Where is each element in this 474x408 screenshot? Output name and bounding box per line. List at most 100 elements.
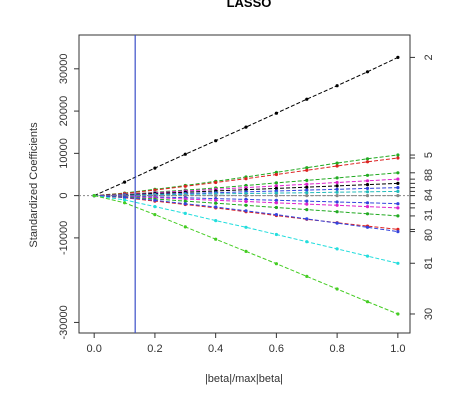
series-point: [335, 164, 339, 168]
right-variable-label: 30: [423, 308, 435, 320]
series-layer: [92, 55, 400, 316]
series-point: [305, 191, 309, 195]
series-point: [92, 194, 96, 198]
series-point: [396, 312, 400, 316]
series-point: [274, 232, 278, 237]
x-tick-label: 0.8: [329, 343, 344, 355]
series-point: [335, 184, 339, 188]
series-point: [396, 214, 400, 218]
series-point: [335, 190, 339, 194]
series-point: [274, 191, 278, 195]
series-point: [183, 211, 187, 215]
y-tick-label: -30000: [58, 305, 70, 339]
series-point: [274, 111, 278, 115]
y-axis: -30000 -10000 0 10000 20000 30000: [58, 54, 79, 340]
series-point: [244, 225, 248, 229]
series-point: [274, 181, 278, 185]
series-point: [335, 161, 339, 165]
series-point: [274, 262, 278, 266]
series-point: [305, 97, 309, 101]
series-point: [335, 203, 339, 207]
x-axis: 0.0 0.2 0.4 0.6 0.8 1.0: [87, 333, 406, 355]
series-point: [396, 181, 400, 185]
series-point: [365, 225, 370, 229]
series-point: [365, 173, 370, 177]
series-point: [214, 180, 218, 185]
series-point: [335, 287, 339, 291]
series-point: [365, 183, 370, 187]
series-point: [305, 188, 309, 192]
series-point: [123, 198, 127, 202]
series-point: [214, 198, 218, 202]
series-point: [365, 212, 370, 216]
series-point: [274, 198, 278, 202]
series-point: [335, 180, 339, 185]
series-point: [305, 274, 309, 278]
series-point: [365, 70, 370, 74]
series-point: [244, 177, 248, 181]
series-point: [305, 217, 309, 221]
series-point: [335, 194, 339, 198]
series-point: [396, 261, 400, 265]
series-point: [365, 254, 370, 258]
right-variable-label: 84: [423, 189, 435, 201]
series-point: [244, 199, 248, 204]
series-point: [365, 186, 370, 190]
series-point: [365, 201, 370, 205]
series-point: [396, 171, 400, 175]
right-variable-label: 31: [423, 209, 435, 221]
series-point: [365, 160, 370, 164]
series-point: [305, 194, 309, 198]
series-point: [365, 205, 370, 209]
series-point: [274, 186, 278, 190]
right-variable-label: 80: [423, 229, 435, 241]
series-point: [335, 84, 339, 88]
right-variable-label: 81: [423, 257, 435, 269]
series-point: [153, 198, 157, 202]
series-point: [183, 225, 187, 229]
series-point: [305, 202, 309, 206]
series-point: [396, 206, 400, 210]
series-point: [305, 208, 309, 212]
series-point: [365, 194, 370, 198]
series-point: [153, 205, 157, 209]
right-variable-label: 88: [423, 169, 435, 181]
series-point: [183, 184, 187, 188]
series-point: [214, 219, 218, 223]
series-point: [396, 153, 400, 157]
series-30: [92, 194, 400, 316]
right-variable-label: 2: [423, 54, 435, 60]
series-path-8: [92, 194, 400, 198]
series-point: [365, 157, 370, 161]
series-point: [244, 194, 248, 198]
series-point: [244, 249, 248, 253]
x-tick-label: 0.0: [87, 343, 102, 355]
series-point: [214, 194, 218, 198]
series-line: [94, 195, 399, 315]
series-point: [305, 166, 309, 170]
series-point: [274, 172, 278, 177]
series-point: [214, 201, 218, 205]
series-point: [183, 202, 187, 206]
series-point: [335, 247, 339, 251]
series-point: [305, 240, 309, 244]
series-point: [305, 182, 309, 186]
series-point: [153, 166, 157, 170]
y-tick-label: -10000: [58, 221, 70, 255]
plot-frame: [78, 34, 411, 334]
series-point: [123, 201, 127, 205]
right-variable-label: 5: [423, 152, 435, 158]
chart-title: LASSO: [227, 0, 272, 10]
series-point: [365, 190, 370, 194]
series-point: [335, 210, 339, 214]
y-axis-label: Standardized Coefficients: [28, 122, 40, 248]
series-2: [92, 55, 400, 198]
x-tick-label: 0.6: [269, 343, 284, 355]
series-point: [274, 205, 278, 210]
series-point: [244, 203, 248, 207]
series-point: [123, 180, 127, 184]
series-point: [183, 199, 187, 203]
series-point: [274, 201, 278, 205]
series-point: [365, 179, 370, 183]
